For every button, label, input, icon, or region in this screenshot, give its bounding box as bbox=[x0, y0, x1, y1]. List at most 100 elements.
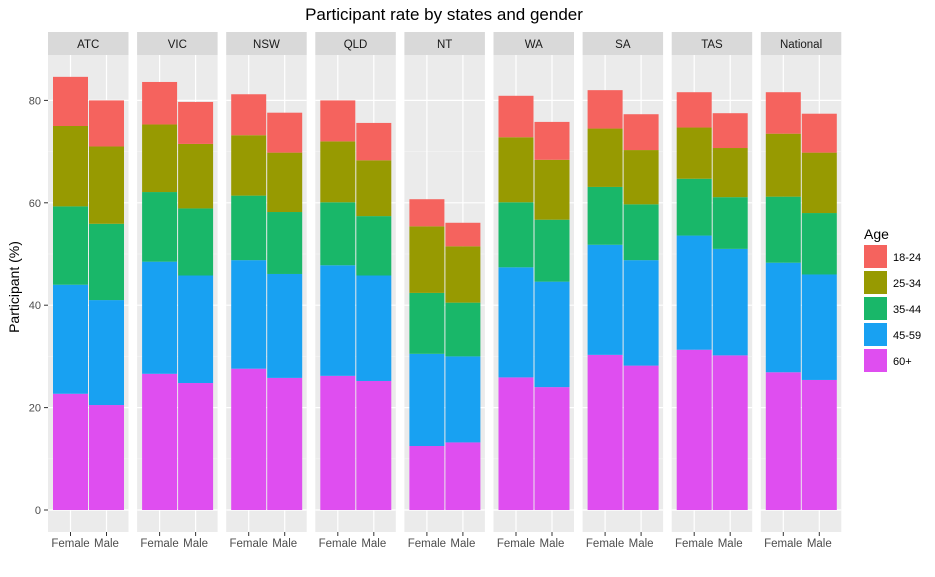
bar-segment-national-male-18-24 bbox=[801, 113, 837, 153]
bar-segment-tas-male-60plus bbox=[712, 355, 748, 510]
bar-segment-vic-male-45-59 bbox=[178, 275, 214, 384]
bar-segment-nsw-female-35-44 bbox=[231, 195, 267, 261]
bar-segment-atc-male-18-24 bbox=[89, 100, 124, 147]
legend-key-60plus bbox=[864, 349, 887, 372]
bar-segment-qld-female-18-24 bbox=[320, 100, 356, 142]
facet-panel-vic: VIC Female Male bbox=[137, 32, 218, 550]
y-tick-label: 40 bbox=[29, 300, 41, 312]
x-tick-label: Female bbox=[51, 538, 89, 550]
x-tick-label: Male bbox=[361, 538, 386, 550]
bar-segment-national-female-35-44 bbox=[765, 196, 801, 263]
y-tick-label: 0 bbox=[35, 505, 41, 517]
x-tick-label: Male bbox=[629, 538, 654, 550]
legend-key-18-24 bbox=[864, 245, 887, 268]
bar-segment-qld-male-25-34 bbox=[356, 160, 392, 217]
facet-panel-nt: NT Female Male bbox=[404, 32, 485, 550]
bar-segment-nt-female-25-34 bbox=[409, 226, 445, 293]
x-tick-label: Female bbox=[675, 538, 713, 550]
bar-segment-tas-female-35-44 bbox=[676, 178, 712, 236]
bar-segment-tas-female-18-24 bbox=[676, 92, 712, 128]
facet-strip-label: NT bbox=[437, 39, 452, 51]
bar-segment-vic-female-18-24 bbox=[142, 81, 178, 125]
bar-segment-tas-female-25-34 bbox=[676, 127, 712, 179]
bar-segment-atc-male-25-34 bbox=[89, 146, 124, 224]
bar-segment-nt-male-25-34 bbox=[445, 246, 481, 303]
bar-segment-vic-female-45-59 bbox=[142, 261, 178, 374]
bar-segment-vic-female-25-34 bbox=[142, 124, 178, 193]
bar-segment-national-male-25-34 bbox=[801, 152, 837, 214]
x-tick-label: Male bbox=[807, 538, 832, 550]
bar-segment-atc-female-25-34 bbox=[53, 126, 88, 207]
bar-segment-nsw-female-45-59 bbox=[231, 260, 267, 369]
bar-segment-qld-female-45-59 bbox=[320, 265, 356, 376]
facet-panel-atc: ATC Female Male bbox=[48, 32, 129, 550]
y-tick-label: 80 bbox=[29, 95, 41, 107]
bar-segment-qld-male-18-24 bbox=[356, 122, 392, 161]
x-tick-label: Male bbox=[272, 538, 297, 550]
bar-segment-sa-female-25-34 bbox=[587, 128, 623, 187]
bar-segment-sa-male-45-59 bbox=[623, 260, 659, 366]
bar-segment-nsw-male-25-34 bbox=[267, 152, 303, 213]
x-tick-label: Female bbox=[764, 538, 802, 550]
bar-segment-sa-female-18-24 bbox=[587, 90, 623, 129]
x-tick-label: Female bbox=[586, 538, 624, 550]
bar-segment-vic-male-60plus bbox=[178, 383, 214, 510]
bar-segment-sa-female-60plus bbox=[587, 354, 623, 510]
legend-title: Age bbox=[864, 226, 889, 242]
bar-segment-wa-male-25-34 bbox=[534, 159, 570, 220]
y-axis-label: Participant (%) bbox=[6, 241, 22, 333]
legend-label: 35-44 bbox=[893, 304, 921, 316]
facet-strip-label: NSW bbox=[253, 39, 280, 51]
bar-segment-qld-female-35-44 bbox=[320, 202, 356, 266]
facet-strip-label: VIC bbox=[168, 39, 187, 51]
bar-segment-wa-female-45-59 bbox=[498, 267, 534, 378]
bar-segment-qld-male-45-59 bbox=[356, 275, 392, 381]
bar-segment-wa-male-18-24 bbox=[534, 121, 570, 160]
bar-segment-national-female-60plus bbox=[765, 372, 801, 510]
facet-panel-national: National Female Male bbox=[760, 32, 842, 550]
facet-panel-sa: SA Female Male bbox=[582, 32, 664, 550]
bar-segment-nsw-male-35-44 bbox=[267, 212, 303, 274]
bar-segment-wa-male-45-59 bbox=[534, 281, 570, 388]
bar-segment-nsw-male-60plus bbox=[267, 377, 303, 510]
facet-strip bbox=[671, 32, 753, 55]
facet-strip-label: ATC bbox=[77, 39, 99, 51]
bar-segment-vic-male-25-34 bbox=[178, 143, 214, 209]
bar-segment-nsw-male-45-59 bbox=[267, 273, 303, 378]
x-tick-label: Female bbox=[140, 538, 178, 550]
bar-segment-qld-female-60plus bbox=[320, 375, 356, 510]
bar-segment-national-male-45-59 bbox=[801, 274, 837, 380]
bar-segment-tas-male-18-24 bbox=[712, 113, 748, 149]
bar-segment-tas-female-45-59 bbox=[676, 235, 712, 350]
bar-segment-sa-male-18-24 bbox=[623, 114, 659, 151]
facet-strip-label: National bbox=[780, 39, 822, 51]
bar-segment-wa-female-60plus bbox=[498, 377, 534, 510]
y-tick-label: 60 bbox=[29, 198, 41, 210]
facet-strip bbox=[582, 32, 664, 55]
x-tick-label: Male bbox=[94, 538, 119, 550]
legend-label: 45-59 bbox=[893, 330, 921, 342]
bar-segment-wa-female-18-24 bbox=[498, 95, 534, 138]
bar-segment-nt-female-35-44 bbox=[409, 292, 445, 354]
bar-segment-nsw-male-18-24 bbox=[267, 112, 303, 153]
bar-segment-national-female-25-34 bbox=[765, 133, 801, 197]
bar-segment-wa-male-60plus bbox=[534, 387, 570, 510]
bar-segment-national-male-60plus bbox=[801, 379, 837, 510]
chart-title: Participant rate by states and gender bbox=[305, 5, 583, 24]
bar-segment-vic-male-18-24 bbox=[178, 101, 214, 144]
bar-segment-wa-male-35-44 bbox=[534, 219, 570, 282]
facet-strip bbox=[760, 32, 842, 55]
x-tick-label: Male bbox=[183, 538, 208, 550]
legend-label: 25-34 bbox=[893, 278, 921, 290]
bar-segment-nt-female-45-59 bbox=[409, 353, 445, 446]
bar-segment-atc-female-18-24 bbox=[53, 76, 88, 126]
bar-segment-wa-female-35-44 bbox=[498, 202, 534, 268]
facet-panel-nsw: NSW Female Male bbox=[226, 32, 307, 550]
legend-key-35-44 bbox=[864, 297, 887, 320]
bar-segment-nsw-female-25-34 bbox=[231, 135, 267, 196]
legend-key-25-34 bbox=[864, 271, 887, 294]
x-tick-label: Male bbox=[540, 538, 565, 550]
bar-segment-nt-male-35-44 bbox=[445, 302, 481, 357]
bar-segment-atc-male-60plus bbox=[89, 405, 124, 510]
